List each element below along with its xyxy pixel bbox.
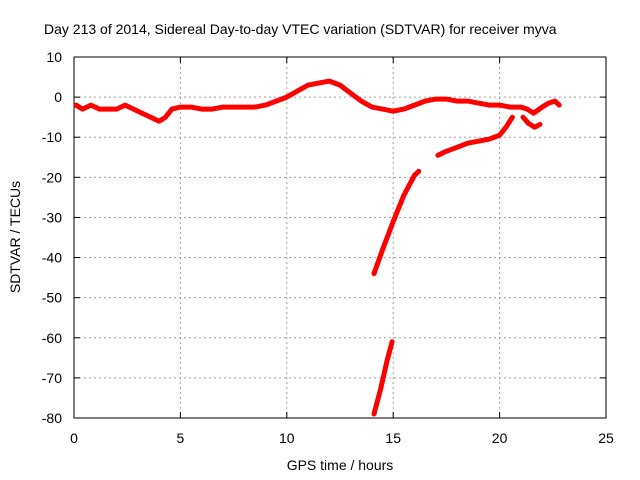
y-tick-label: -10 (42, 129, 62, 145)
series-line-main (73, 78, 562, 124)
y-tick-label: -60 (42, 330, 62, 346)
series-line-dip-segment (520, 114, 543, 130)
y-tick-label: -30 (42, 209, 62, 225)
series-line-upper-branch (435, 114, 515, 158)
x-tick-label: 15 (385, 430, 401, 446)
series-line-lower-branch (371, 339, 395, 417)
x-tick-label: 0 (70, 430, 78, 446)
y-tick-label: -40 (42, 250, 62, 266)
chart-title: Day 213 of 2014, Sidereal Day-to-day VTE… (44, 21, 557, 37)
y-tick-label: 10 (46, 49, 62, 65)
grid (74, 57, 606, 418)
series-line-mid-branch (371, 168, 422, 277)
y-ticks: 10 0 -10 -20 -30 -40 -50 -60 -70 -80 (42, 49, 606, 426)
x-tick-label: 10 (279, 430, 295, 446)
plot-frame (73, 56, 607, 419)
x-ticks: 0 5 10 15 20 25 (70, 57, 614, 446)
y-axis-label: SDTVAR / TECUs (7, 181, 23, 293)
y-tick-label: -50 (42, 290, 62, 306)
series-group (73, 78, 562, 417)
x-axis-label: GPS time / hours (287, 457, 394, 473)
x-tick-label: 25 (598, 430, 614, 446)
y-tick-label: -20 (42, 169, 62, 185)
x-tick-label: 20 (492, 430, 508, 446)
y-tick-label: 0 (54, 89, 62, 105)
y-tick-label: -70 (42, 370, 62, 386)
x-tick-label: 5 (177, 430, 185, 446)
y-tick-label: -80 (42, 410, 62, 426)
